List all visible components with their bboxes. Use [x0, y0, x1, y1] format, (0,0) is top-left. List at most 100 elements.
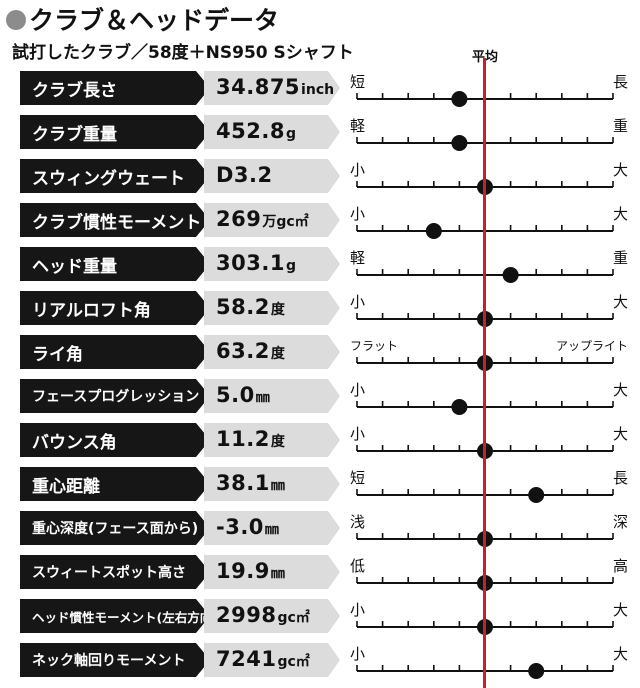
value-unit: gc㎡: [277, 610, 310, 626]
scale-high-label: 長: [612, 469, 628, 487]
value-marker: [528, 487, 545, 503]
value-number: 34.875: [216, 75, 301, 99]
row-value: 5.0 ㎜: [204, 379, 340, 413]
scale-low-label: フラット: [350, 339, 399, 353]
scale-low-label: 小: [350, 645, 366, 663]
row-value: -3.0 ㎜: [204, 511, 340, 545]
scale-low-label: 小: [350, 293, 366, 311]
value-unit: g: [285, 126, 296, 142]
average-label: 平均: [462, 46, 508, 65]
row-label: ヘッド重量: [20, 247, 210, 281]
scale-axis: [356, 311, 614, 327]
scale-low-label: 軽: [350, 249, 366, 267]
row-label: クラブ慣性モーメント: [20, 203, 210, 237]
row-label: スウィングウェート: [20, 159, 210, 193]
scale-axis: [356, 443, 614, 459]
value-unit: 度: [270, 302, 285, 318]
row-value: 11.2 度: [204, 423, 340, 457]
row-value: 269 万gc㎡: [204, 203, 340, 237]
value-number: 303.1: [216, 251, 285, 275]
row-label: クラブ重量: [20, 115, 210, 149]
value-unit: g: [285, 258, 296, 274]
row-value: 452.8 g: [204, 115, 340, 149]
scale-low-label: 小: [350, 425, 366, 443]
row-value: 38.1 ㎜: [204, 467, 340, 501]
chart-row: ライ角 63.2 度フラット アップライト: [0, 332, 640, 376]
scale-high-label: 大: [612, 381, 628, 399]
row-label: スウィートスポット高さ: [20, 555, 210, 589]
scale-low-label: 軽: [350, 117, 366, 135]
chart-row: クラブ重量 452.8 g 軽 重: [0, 112, 640, 156]
scale-axis: [356, 179, 614, 195]
row-value: 303.1 g: [204, 247, 340, 281]
scale-axis: [356, 575, 614, 591]
scale-high-label: 長: [612, 73, 628, 91]
value-unit: gc㎡: [277, 654, 310, 670]
value-unit: 度: [270, 346, 285, 362]
value-number: -3.0: [216, 515, 264, 539]
scale-high-label: アップライト: [555, 339, 628, 353]
scale-low-label: 短: [350, 73, 366, 91]
value-number: 63.2: [216, 339, 270, 363]
value-unit: ㎜: [270, 566, 285, 582]
scale-axis: [356, 399, 614, 415]
scale-low-label: 浅: [350, 513, 366, 531]
row-value: 19.9 ㎜: [204, 555, 340, 589]
value-marker: [425, 223, 442, 239]
value-number: 452.8: [216, 119, 285, 143]
value-marker: [451, 91, 468, 107]
scale-axis: [356, 487, 614, 503]
row-value: 63.2 度: [204, 335, 340, 369]
title-text: クラブ＆ヘッドデータ: [29, 6, 280, 35]
scale-axis: [356, 531, 614, 547]
value-number: 38.1: [216, 471, 270, 495]
scale-high-label: 大: [612, 425, 628, 443]
value-number: 5.0: [216, 383, 255, 407]
row-value: 7241 gc㎡: [204, 643, 340, 677]
scale-axis: [356, 355, 614, 371]
title-bullet-icon: [6, 10, 26, 30]
value-unit: ㎜: [264, 522, 279, 538]
scale-high-label: 高: [612, 557, 628, 575]
value-number: 19.9: [216, 559, 270, 583]
row-value: D3.2: [204, 159, 340, 193]
row-label: 重心距離: [20, 467, 210, 501]
chart-row: リアルロフト角 58.2 度小大: [0, 288, 640, 332]
scale-high-label: 大: [612, 161, 628, 179]
row-label: ライ角: [20, 335, 210, 369]
title: クラブ＆ヘッドデータ: [6, 2, 279, 36]
row-value: 2998 gc㎡: [204, 599, 340, 633]
value-number: 11.2: [216, 427, 270, 451]
scale-low-label: 小: [350, 381, 366, 399]
scale-high-label: 大: [612, 293, 628, 311]
row-label: リアルロフト角: [20, 291, 210, 325]
chart-row: クラブ長さ 34.875 inch 短 長: [0, 68, 640, 112]
scale-low-label: 短: [350, 469, 366, 487]
row-value: 58.2 度: [204, 291, 340, 325]
scale-high-label: 大: [612, 601, 628, 619]
value-number: 58.2: [216, 295, 270, 319]
scale-high-label: 大: [612, 645, 628, 663]
scale-low-label: 小: [350, 601, 366, 619]
scale-axis: [356, 267, 614, 283]
scale-axis: [356, 663, 614, 679]
scale-high-label: 重: [612, 117, 628, 135]
value-number: 7241: [216, 647, 277, 671]
subtitle: 試打したクラブ／58度＋NS950 Sシャフト: [12, 43, 354, 63]
value-marker: [528, 663, 545, 679]
value-unit: ㎜: [255, 390, 270, 406]
scale-high-label: 深: [612, 513, 628, 531]
row-label: バウンス角: [20, 423, 210, 457]
value-number: 2998: [216, 603, 277, 627]
row-label: ヘッド慣性モーメント(左右方向): [20, 599, 210, 633]
scale-axis: [356, 619, 614, 635]
row-label: フェースプログレッション: [20, 379, 210, 413]
row-value: 34.875 inch: [204, 71, 340, 105]
value-unit: 万gc㎡: [262, 214, 309, 230]
data-rows: クラブ長さ 34.875 inch 短長クラブ重量 452.8 g 軽重スウィングウェート D…: [0, 68, 640, 684]
value-marker: [502, 267, 519, 283]
